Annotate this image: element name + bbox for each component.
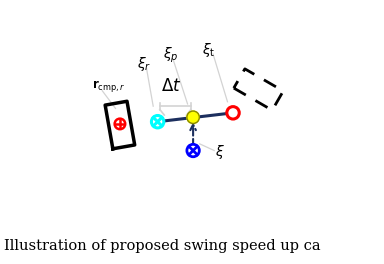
- Circle shape: [151, 115, 164, 128]
- Text: Illustration of proposed swing speed up ca: Illustration of proposed swing speed up …: [4, 239, 321, 253]
- Circle shape: [187, 111, 199, 124]
- Text: $\Delta t$: $\Delta t$: [161, 77, 181, 95]
- Text: $\xi_p$: $\xi_p$: [163, 45, 179, 65]
- Text: $\xi_{\rm t}$: $\xi_{\rm t}$: [202, 41, 215, 59]
- Text: $\mathbf{r}_{\rm cmp,\mathit{r}}$: $\mathbf{r}_{\rm cmp,\mathit{r}}$: [92, 78, 126, 94]
- Circle shape: [187, 144, 199, 157]
- Text: $\xi_r$: $\xi_r$: [137, 55, 151, 73]
- Circle shape: [115, 119, 125, 129]
- Text: $\xi$: $\xi$: [215, 143, 225, 161]
- Circle shape: [227, 107, 239, 119]
